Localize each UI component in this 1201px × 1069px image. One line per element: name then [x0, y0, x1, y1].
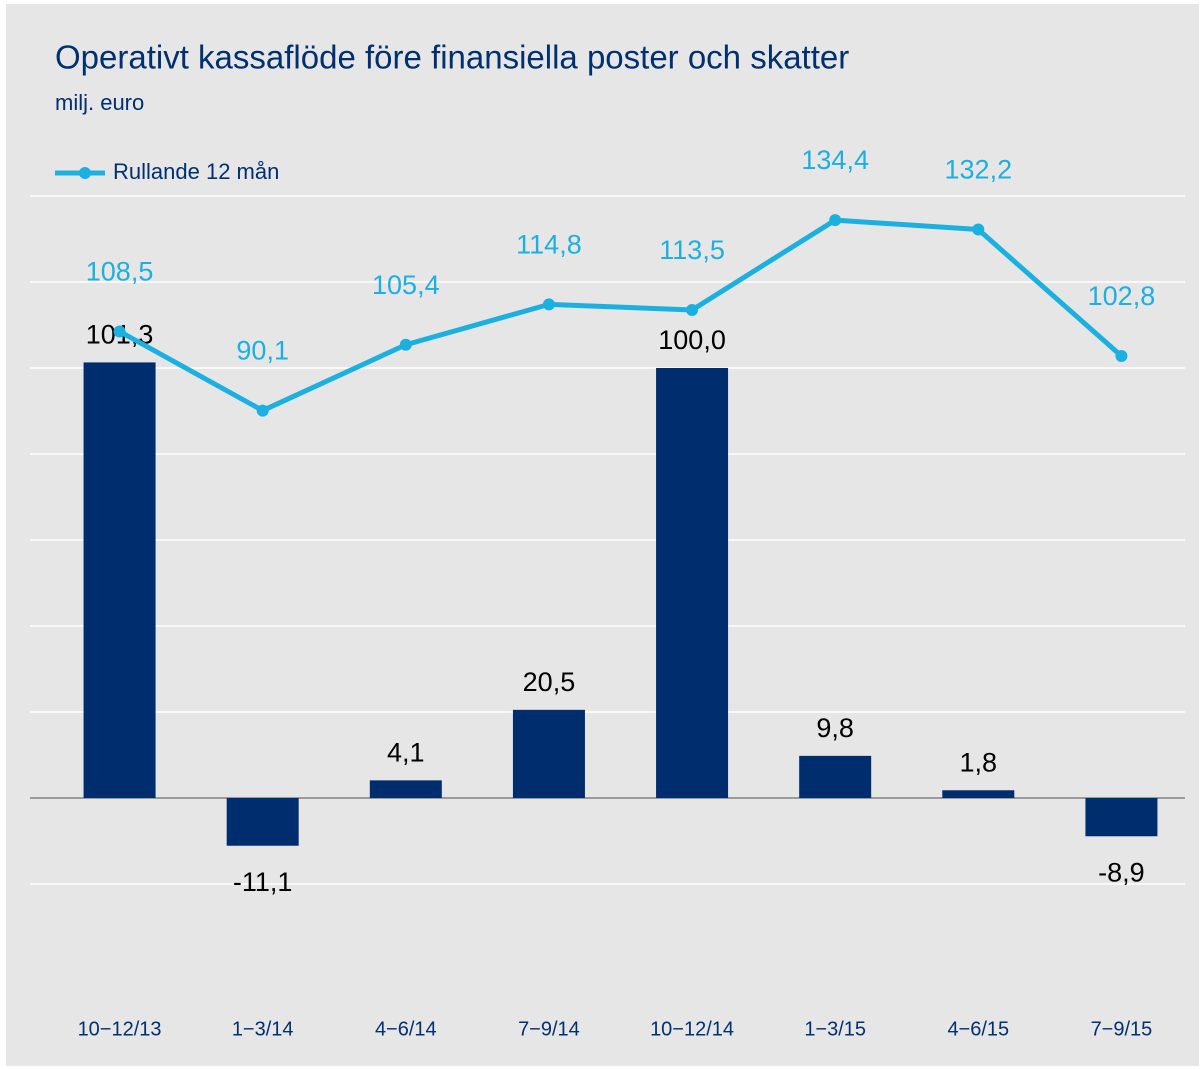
line-value-label: 90,1 [236, 336, 289, 366]
bar-value-label: 100,0 [658, 325, 726, 355]
legend-label: Rullande 12 mån [113, 159, 279, 184]
x-tick-label: 1−3/14 [232, 1018, 294, 1040]
line-point [686, 303, 699, 316]
line-point [972, 223, 985, 236]
line-point [542, 298, 555, 311]
bar [656, 368, 729, 798]
bar [83, 362, 156, 798]
line-value-label: 108,5 [86, 257, 154, 287]
line-value-label: 114,8 [516, 229, 582, 259]
line-point [1115, 349, 1128, 362]
line-point [829, 214, 842, 227]
line-point [256, 404, 269, 417]
line-value-label: 132,2 [945, 155, 1013, 185]
chart-subtitle: milj. euro [55, 90, 144, 115]
line-point [399, 338, 412, 351]
bar [942, 790, 1015, 798]
line-point [113, 325, 126, 338]
bar [1085, 798, 1158, 837]
chart-background [6, 4, 1199, 1066]
x-tick-label: 10−12/13 [78, 1018, 162, 1040]
x-tick-label: 4−6/15 [947, 1018, 1009, 1040]
line-value-label: 105,4 [372, 270, 440, 300]
line-value-label: 134,4 [801, 145, 869, 175]
x-tick-label: 7−9/14 [518, 1018, 580, 1040]
chart-title: Operativt kassaflöde före finansiella po… [55, 39, 849, 76]
bar [226, 798, 299, 846]
x-tick-label: 4−6/14 [375, 1018, 437, 1040]
bar-value-label: 4,1 [387, 737, 425, 767]
x-tick-label: 10−12/14 [650, 1018, 734, 1040]
bar [799, 755, 872, 798]
bar-value-label: 20,5 [523, 667, 576, 697]
bar-value-label: -11,1 [233, 867, 293, 897]
line [118, 217, 1124, 414]
bar-value-label: 1,8 [960, 747, 998, 777]
line-value-label: 113,5 [659, 235, 725, 265]
bar-value-label: -8,9 [1098, 857, 1145, 887]
x-tick-label: 7−9/15 [1091, 1018, 1153, 1040]
bar [512, 709, 585, 798]
line-value-label: 102,8 [1088, 281, 1156, 311]
bar-value-label: 9,8 [816, 713, 854, 743]
bar [369, 780, 442, 798]
x-tick-label: 1−3/15 [804, 1018, 866, 1040]
legend-marker [79, 167, 91, 179]
